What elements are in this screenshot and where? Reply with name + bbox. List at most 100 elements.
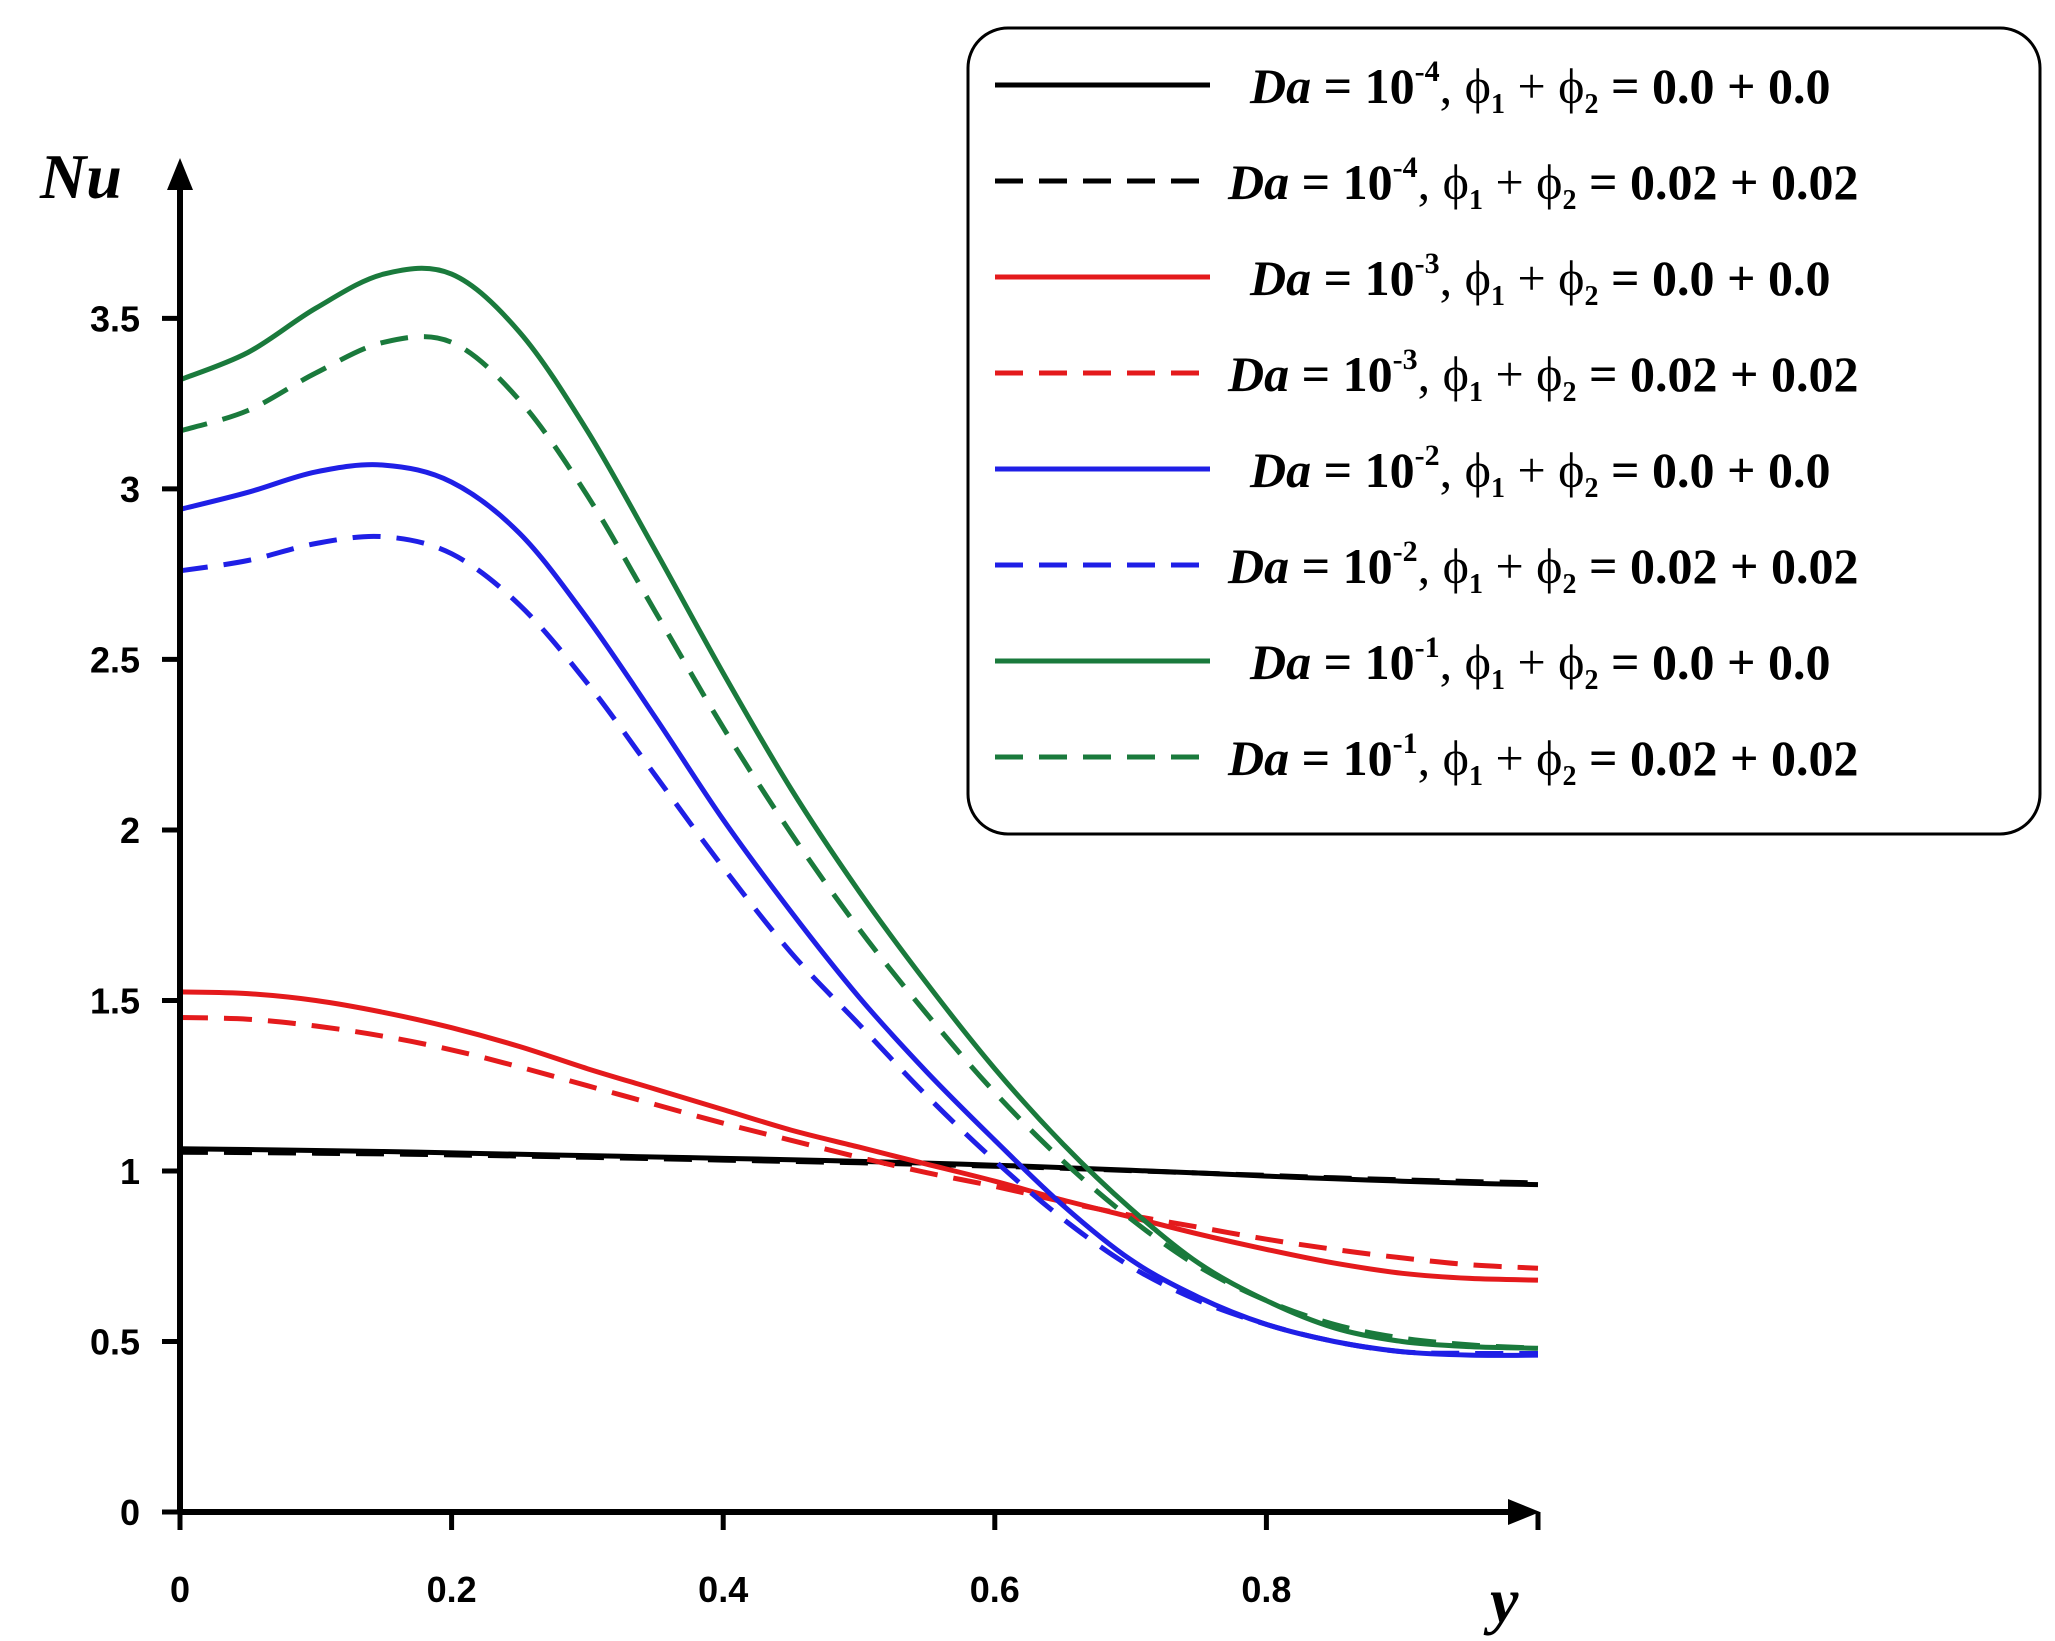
series-line-da-3-base — [179, 989, 1539, 1283]
legend-phi: , ϕ — [1418, 154, 1469, 210]
legend-phi: , ϕ — [1418, 730, 1469, 786]
legend-phi: + ϕ — [1505, 634, 1585, 690]
series-line-da-4-nanofluid — [179, 1149, 1539, 1186]
legend-value: = 0.0 + 0.0 — [1598, 634, 1830, 690]
legend-equals: = 10 — [1289, 538, 1393, 594]
legend-phi: , ϕ — [1440, 58, 1491, 114]
x-tick-label: 0 — [170, 1569, 190, 1610]
legend-phi: , ϕ — [1418, 346, 1469, 402]
legend-label: Da = 10-2, ϕ1 + ϕ2 = 0.0 + 0.0 — [1249, 439, 1830, 504]
legend-value: = 0.0 + 0.0 — [1598, 442, 1830, 498]
x-tick-label: 0.6 — [970, 1569, 1020, 1610]
legend-box — [966, 26, 2042, 836]
legend-da-symbol: Da — [1227, 538, 1289, 594]
legend-value: = 0.02 + 0.02 — [1576, 538, 1858, 594]
legend-da-symbol: Da — [1249, 442, 1311, 498]
legend-exponent: -1 — [1415, 631, 1440, 664]
axes — [167, 158, 1540, 1525]
series-line-da-3-nanofluid — [179, 1015, 1539, 1271]
series-line-da-2-nanofluid — [179, 533, 1539, 1357]
legend-subscript: 1 — [1491, 281, 1505, 312]
legend-subscript: 2 — [1584, 665, 1598, 696]
legend-subscript: 1 — [1491, 473, 1505, 504]
legend-subscript: 2 — [1584, 281, 1598, 312]
legend-subscript: 1 — [1469, 761, 1483, 792]
legend-label: Da = 10-1, ϕ1 + ϕ2 = 0.02 + 0.02 — [1227, 727, 1858, 792]
legend-phi: + ϕ — [1483, 346, 1563, 402]
legend-equals: = 10 — [1311, 250, 1415, 306]
legend-value: = 0.02 + 0.02 — [1576, 346, 1858, 402]
legend-subscript: 1 — [1469, 377, 1483, 408]
legend-phi: + ϕ — [1483, 154, 1563, 210]
legend-subscript: 2 — [1562, 377, 1576, 408]
legend-subscript: 1 — [1491, 89, 1505, 120]
y-tick-label: 2.5 — [90, 639, 140, 680]
legend-exponent: -4 — [1415, 55, 1440, 88]
x-tick-label: 0.4 — [698, 1569, 748, 1610]
y-tick-label: 1.5 — [90, 980, 140, 1021]
legend-subscript: 1 — [1469, 569, 1483, 600]
legend-phi: , ϕ — [1440, 634, 1491, 690]
y-tick-label: 3 — [120, 469, 140, 510]
legend-value: = 0.02 + 0.02 — [1576, 730, 1858, 786]
legend-phi: , ϕ — [1440, 442, 1491, 498]
y-axis-label: Nu — [39, 141, 122, 212]
legend-value: = 0.02 + 0.02 — [1576, 154, 1858, 210]
legend-da-symbol: Da — [1227, 730, 1289, 786]
legend-label: Da = 10-3, ϕ1 + ϕ2 = 0.0 + 0.0 — [1249, 247, 1830, 312]
legend-exponent: -2 — [1393, 535, 1418, 568]
legend-subscript: 1 — [1491, 665, 1505, 696]
legend-subscript: 2 — [1584, 473, 1598, 504]
axis-ticks: 0 0.2 0.4 0.6 0.8 0 0.5 1 1.5 2 2.5 3 3.5 — [90, 298, 1541, 1610]
legend-exponent: -3 — [1393, 343, 1418, 376]
plot-curves — [179, 265, 1539, 1358]
legend-equals: = 10 — [1311, 442, 1415, 498]
legend-phi: + ϕ — [1505, 442, 1585, 498]
legend-equals: = 10 — [1289, 346, 1393, 402]
legend-subscript: 1 — [1469, 185, 1483, 216]
legend-exponent: -1 — [1393, 727, 1418, 760]
legend-value: = 0.0 + 0.0 — [1598, 250, 1830, 306]
legend-equals: = 10 — [1311, 58, 1415, 114]
legend-label: Da = 10-4, ϕ1 + ϕ2 = 0.02 + 0.02 — [1227, 151, 1858, 216]
series-line-da-1-base — [179, 265, 1539, 1351]
legend-phi: + ϕ — [1483, 538, 1563, 594]
y-tick-label: 0.5 — [90, 1321, 140, 1362]
y-tick-label: 0 — [120, 1492, 140, 1533]
legend-equals: = 10 — [1311, 634, 1415, 690]
legend-subscript: 2 — [1562, 761, 1576, 792]
x-axis-arrow — [1508, 1499, 1540, 1525]
legend-phi: + ϕ — [1483, 730, 1563, 786]
legend-da-symbol: Da — [1227, 346, 1289, 402]
legend-value: = 0.0 + 0.0 — [1598, 58, 1830, 114]
legend-da-symbol: Da — [1227, 154, 1289, 210]
legend-label: Da = 10-2, ϕ1 + ϕ2 = 0.02 + 0.02 — [1227, 535, 1858, 600]
legend-label: Da = 10-4, ϕ1 + ϕ2 = 0.0 + 0.0 — [1249, 55, 1830, 120]
legend-label: Da = 10-1, ϕ1 + ϕ2 = 0.0 + 0.0 — [1249, 631, 1830, 696]
legend-da-symbol: Da — [1249, 58, 1311, 114]
legend: Da = 10-4, ϕ1 + ϕ2 = 0.0 + 0.0Da = 10-4,… — [966, 26, 2042, 836]
legend-exponent: -4 — [1393, 151, 1418, 184]
legend-phi: , ϕ — [1440, 250, 1491, 306]
legend-da-symbol: Da — [1249, 634, 1311, 690]
legend-exponent: -2 — [1415, 439, 1440, 472]
legend-label: Da = 10-3, ϕ1 + ϕ2 = 0.02 + 0.02 — [1227, 343, 1858, 408]
y-axis-arrow — [167, 158, 193, 190]
legend-subscript: 2 — [1584, 89, 1598, 120]
legend-exponent: -3 — [1415, 247, 1440, 280]
legend-subscript: 2 — [1562, 185, 1576, 216]
legend-subscript: 2 — [1562, 569, 1576, 600]
legend-phi: + ϕ — [1505, 250, 1585, 306]
x-tick-label: 0.8 — [1241, 1569, 1291, 1610]
y-tick-label: 3.5 — [90, 298, 140, 339]
legend-equals: = 10 — [1289, 154, 1393, 210]
x-axis-label: y — [1483, 1565, 1519, 1636]
legend-phi: , ϕ — [1418, 538, 1469, 594]
legend-equals: = 10 — [1289, 730, 1393, 786]
y-tick-label: 2 — [120, 810, 140, 851]
x-tick-label: 0.2 — [427, 1569, 477, 1610]
legend-da-symbol: Da — [1249, 250, 1311, 306]
series-line-da-2-base — [179, 462, 1539, 1358]
y-tick-label: 1 — [120, 1151, 140, 1192]
